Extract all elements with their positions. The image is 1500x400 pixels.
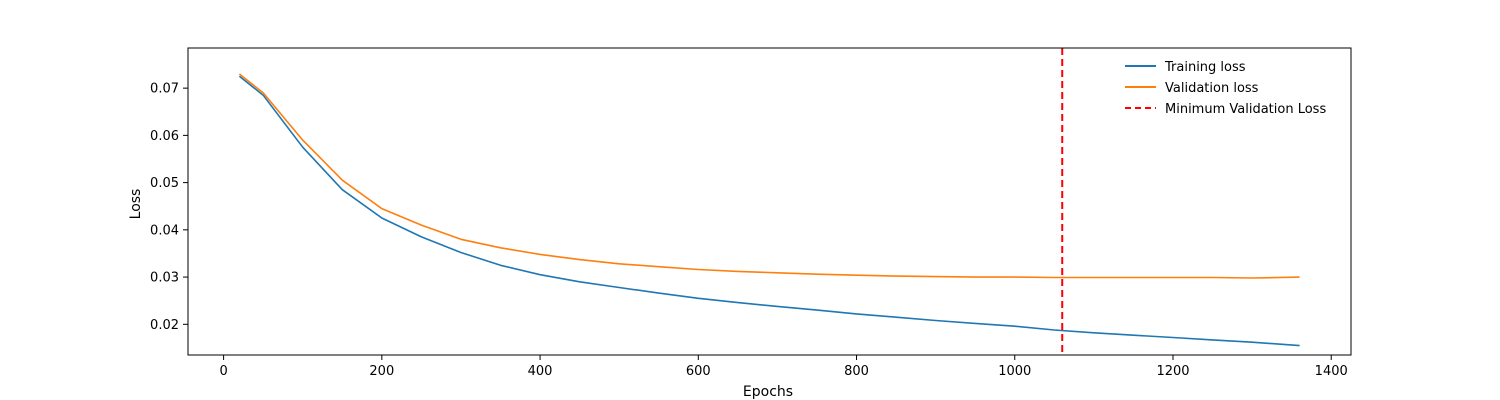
series-line-training-loss — [238, 75, 1300, 347]
x-axis-ticks: 0 200 400 600 800 1000 1200 1400 — [219, 355, 1348, 379]
x-tick-label: 800 — [844, 364, 869, 379]
y-tick-label: 0.03 — [150, 271, 179, 286]
x-tick-label: 1400 — [1315, 364, 1348, 379]
x-axis-label: Epochs — [743, 384, 793, 400]
legend-label-validation: Validation loss — [1165, 81, 1259, 96]
x-tick-label: 600 — [686, 364, 711, 379]
y-tick-label: 0.02 — [150, 318, 179, 333]
y-tick-label: 0.06 — [150, 129, 179, 144]
plot-frame — [187, 47, 1352, 356]
plot-background — [188, 48, 1351, 355]
x-tick-label: 1200 — [1156, 364, 1189, 379]
x-tick-label: 0 — [219, 364, 227, 379]
legend: Training loss Validation loss Minimum Va… — [1125, 60, 1326, 117]
x-tick-label: 400 — [528, 364, 553, 379]
series-line-validation-loss — [238, 73, 1300, 279]
y-axis-label: Loss — [128, 189, 144, 220]
y-axis-ticks: 0.02 0.03 0.04 0.05 0.06 0.07 — [150, 82, 188, 333]
series-layer — [238, 73, 1300, 347]
legend-label-min-val-loss: Minimum Validation Loss — [1165, 102, 1326, 117]
x-tick-label: 200 — [369, 364, 394, 379]
y-tick-label: 0.07 — [150, 82, 179, 97]
x-tick-label: 1000 — [998, 364, 1031, 379]
y-tick-label: 0.04 — [150, 223, 179, 238]
legend-label-training: Training loss — [1164, 60, 1246, 75]
y-tick-label: 0.05 — [150, 176, 179, 191]
